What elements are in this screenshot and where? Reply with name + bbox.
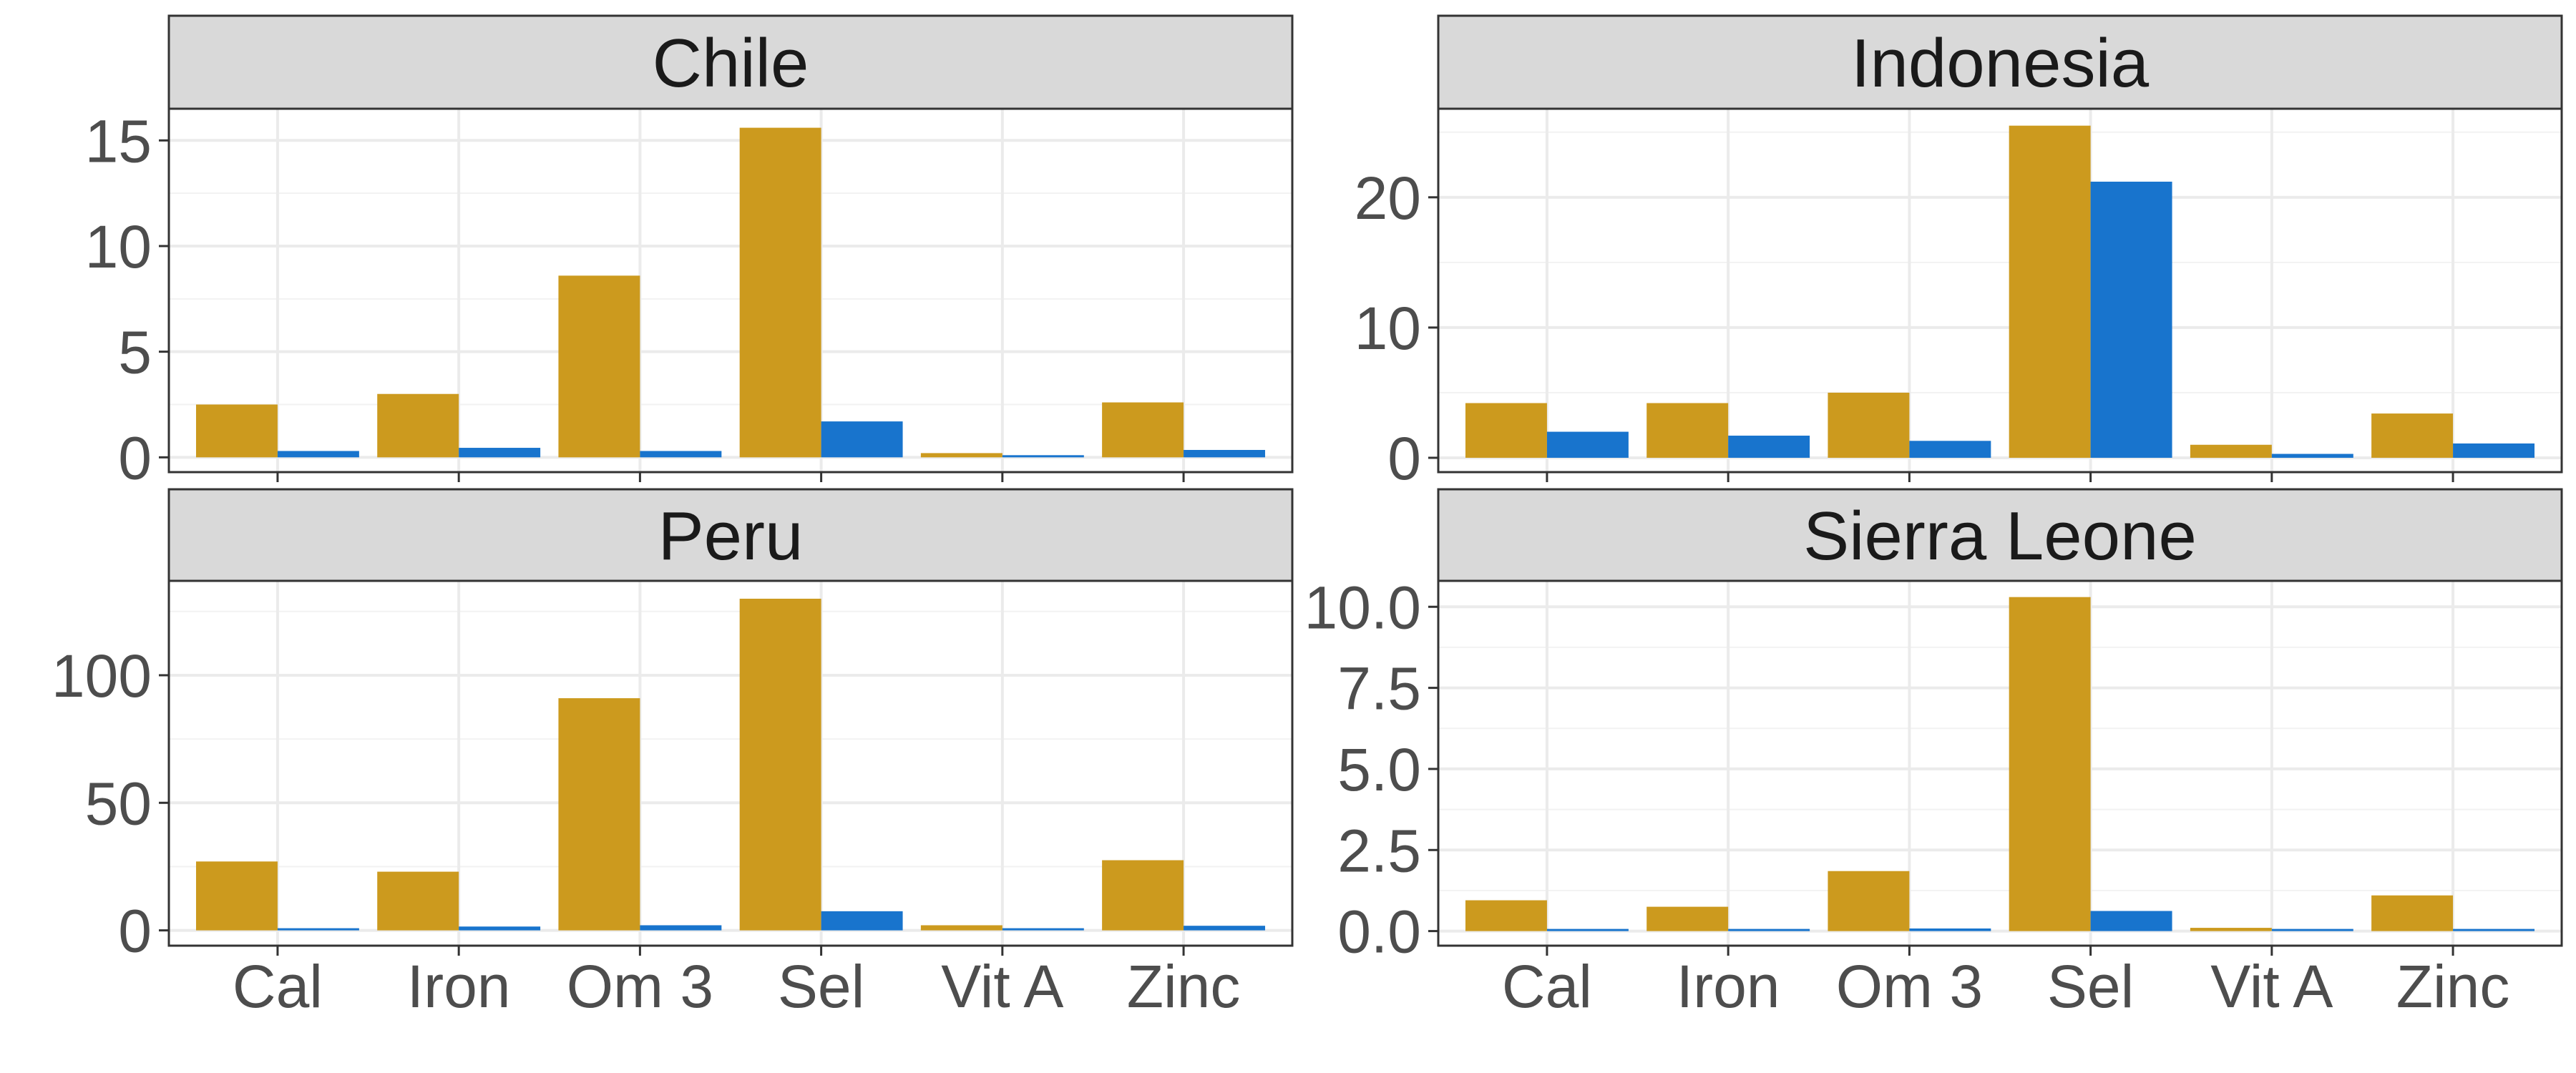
bar-sel-series-2 bbox=[2090, 181, 2172, 458]
bar-zinc-series-2 bbox=[2453, 929, 2535, 931]
y-tick-label: 5 bbox=[118, 319, 152, 386]
bar-sel-series-2 bbox=[2090, 911, 2172, 931]
y-tick-label: 0.0 bbox=[1337, 898, 1421, 966]
strip-label: Peru bbox=[658, 498, 804, 574]
y-tick-label: 2.5 bbox=[1337, 817, 1421, 884]
bar-om-3-series-1 bbox=[1828, 871, 1910, 931]
panel-sierra-leone: Sierra Leone 0.0 2.5 5.0 7.5 10.0 Cal Iron Om 3 S… bbox=[1304, 488, 2563, 1020]
bar-cal-series-2 bbox=[277, 451, 359, 458]
panel-indonesia: Indonesia 0 10 20 bbox=[1355, 14, 2563, 492]
y-tick-label: 10 bbox=[85, 213, 152, 280]
bar-cal-series-1 bbox=[195, 404, 278, 458]
x-tick-label: Om 3 bbox=[1836, 953, 1983, 1020]
bar-om-3-series-2 bbox=[640, 925, 722, 931]
bar-om-3-series-2 bbox=[1909, 928, 1991, 931]
bar-vit-a-series-1 bbox=[2190, 444, 2272, 458]
strip-background bbox=[167, 488, 1294, 582]
bar-zinc-series-2 bbox=[1184, 449, 1266, 458]
x-tick-label: Vit A bbox=[2210, 953, 2333, 1020]
bar-sel-series-1 bbox=[2009, 597, 2091, 931]
bar-cal-series-2 bbox=[277, 928, 359, 931]
bar-vit-a-series-2 bbox=[1002, 928, 1084, 931]
strip-label: Indonesia bbox=[1851, 25, 2150, 102]
panel-background bbox=[1438, 109, 2562, 472]
x-tick-label: Iron bbox=[407, 953, 511, 1020]
bar-vit-a-series-1 bbox=[920, 925, 1002, 931]
x-tick-label: Vit A bbox=[941, 953, 1063, 1020]
y-tick-label: 10 bbox=[1355, 295, 1421, 362]
y-tick-label: 7.5 bbox=[1337, 655, 1421, 722]
bar-zinc-series-1 bbox=[2371, 895, 2454, 931]
y-tick-label: 10.0 bbox=[1304, 574, 1422, 641]
bar-zinc-series-1 bbox=[1102, 860, 1184, 931]
y-tick-label: 0 bbox=[1387, 425, 1421, 492]
bar-zinc-series-2 bbox=[1184, 926, 1266, 931]
x-tick-label: Iron bbox=[1677, 953, 1780, 1020]
bar-om-3-series-2 bbox=[640, 451, 722, 458]
y-tick-label: 0 bbox=[118, 898, 152, 965]
y-tick-label: 20 bbox=[1355, 165, 1421, 232]
bar-zinc-series-2 bbox=[2453, 443, 2535, 458]
panel-peru: Peru 0 50 100 Cal Iron Om 3 Sel Vit A Zinc bbox=[52, 488, 1294, 1020]
bar-zinc-series-1 bbox=[1102, 402, 1184, 458]
strip-background bbox=[167, 14, 1294, 110]
x-tick-label: Zinc bbox=[2396, 953, 2510, 1020]
panel-chile: Chile 0 5 10 15 bbox=[85, 14, 1294, 491]
bar-vit-a-series-1 bbox=[2190, 928, 2272, 931]
bar-cal-series-1 bbox=[195, 861, 278, 931]
bar-iron-series-1 bbox=[377, 871, 459, 931]
x-tick-label: Cal bbox=[233, 953, 323, 1020]
bar-vit-a-series-1 bbox=[920, 453, 1002, 458]
strip-label: Sierra Leone bbox=[1803, 498, 2197, 574]
bar-iron-series-2 bbox=[1728, 436, 1810, 458]
bar-om-3-series-1 bbox=[558, 698, 640, 931]
x-tick-label: Cal bbox=[1502, 953, 1592, 1020]
y-tick-label: 100 bbox=[52, 642, 152, 710]
bar-vit-a-series-2 bbox=[2271, 454, 2353, 458]
bar-cal-series-2 bbox=[1546, 929, 1629, 931]
bar-iron-series-1 bbox=[377, 393, 459, 458]
bar-om-3-series-2 bbox=[1909, 441, 1991, 458]
bar-om-3-series-1 bbox=[558, 275, 640, 458]
bar-sel-series-1 bbox=[739, 127, 821, 458]
bar-iron-series-1 bbox=[1646, 906, 1729, 931]
bar-cal-series-2 bbox=[1546, 431, 1629, 458]
bar-iron-series-2 bbox=[1728, 929, 1810, 931]
bar-sel-series-2 bbox=[821, 911, 903, 931]
bar-om-3-series-1 bbox=[1828, 392, 1910, 458]
bar-sel-series-2 bbox=[821, 421, 903, 458]
y-tick-label: 5.0 bbox=[1337, 736, 1421, 803]
strip-background bbox=[1437, 488, 2563, 582]
y-tick-label: 50 bbox=[85, 770, 152, 837]
bar-cal-series-1 bbox=[1465, 403, 1547, 458]
x-tick-label: Sel bbox=[778, 953, 864, 1020]
bar-cal-series-1 bbox=[1465, 900, 1547, 931]
bar-sel-series-1 bbox=[739, 598, 821, 931]
x-tick-label: Om 3 bbox=[567, 953, 713, 1020]
x-tick-label: Zinc bbox=[1127, 953, 1241, 1020]
bar-sel-series-1 bbox=[2009, 125, 2091, 458]
bar-iron-series-2 bbox=[459, 448, 541, 458]
strip-background bbox=[1437, 14, 2563, 110]
x-tick-label: Sel bbox=[2047, 953, 2134, 1020]
y-tick-label: 15 bbox=[85, 107, 152, 175]
bar-zinc-series-1 bbox=[2371, 413, 2454, 458]
y-tick-label: 0 bbox=[118, 424, 152, 491]
strip-label: Chile bbox=[653, 25, 809, 102]
bar-vit-a-series-2 bbox=[2271, 929, 2353, 931]
bar-iron-series-1 bbox=[1646, 403, 1729, 458]
bar-vit-a-series-2 bbox=[1002, 455, 1084, 458]
bar-iron-series-2 bbox=[459, 926, 541, 931]
panel-background bbox=[1438, 581, 2562, 946]
